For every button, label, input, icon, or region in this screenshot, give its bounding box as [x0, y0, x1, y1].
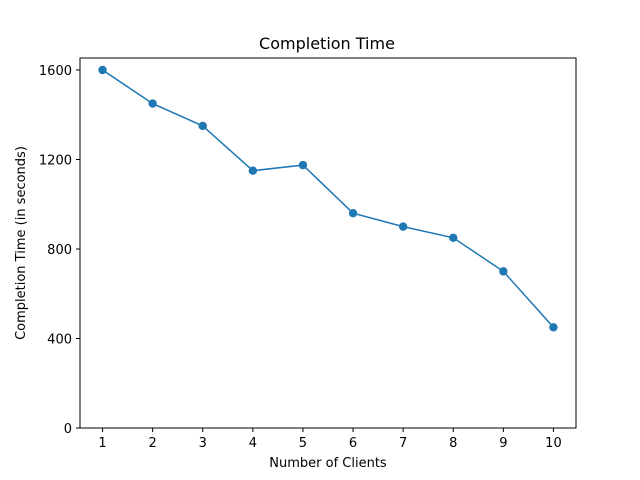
y-tick-label: 400: [47, 333, 72, 348]
y-tick-label: 800: [47, 243, 72, 258]
data-point: [348, 209, 358, 218]
data-point: [248, 166, 258, 175]
x-tick-label: 1: [98, 436, 106, 451]
chart-title: Completion Time: [259, 34, 395, 53]
series-layer: [98, 65, 558, 332]
y-axis: 0 400 800 1200 1600: [39, 64, 80, 437]
data-point: [98, 65, 107, 75]
x-tick-label: 4: [249, 436, 257, 451]
x-tick-label: 5: [299, 436, 307, 451]
data-point: [499, 267, 508, 276]
data-point: [398, 222, 408, 231]
plot-area-frame: [79, 57, 577, 429]
x-tick-label: 2: [149, 436, 157, 451]
data-point: [549, 323, 558, 332]
data-point: [449, 233, 458, 243]
data-point: [198, 121, 207, 131]
data-point: [298, 160, 308, 170]
x-axis: 1 2 3 4 5 6 7 8 9 10: [98, 428, 562, 451]
x-tick-label: 9: [499, 436, 507, 451]
x-tick-label: 10: [545, 436, 562, 451]
y-tick-label: 0: [64, 422, 72, 437]
x-tick-label: 6: [349, 436, 357, 451]
x-axis-label: Number of Clients: [269, 456, 387, 471]
y-tick-label: 1600: [39, 64, 72, 79]
y-axis-label: Completion Time (in seconds): [14, 146, 29, 340]
x-tick-label: 3: [199, 436, 207, 451]
x-tick-label: 8: [449, 436, 457, 451]
y-tick-label: 1200: [39, 154, 72, 169]
data-point: [148, 99, 157, 108]
series-line: [102, 69, 555, 328]
x-tick-label: 7: [399, 436, 407, 451]
